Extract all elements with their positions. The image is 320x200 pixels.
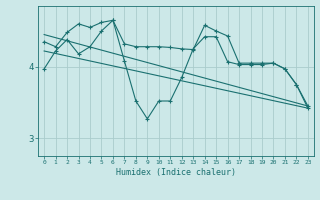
X-axis label: Humidex (Indice chaleur): Humidex (Indice chaleur)	[116, 168, 236, 177]
